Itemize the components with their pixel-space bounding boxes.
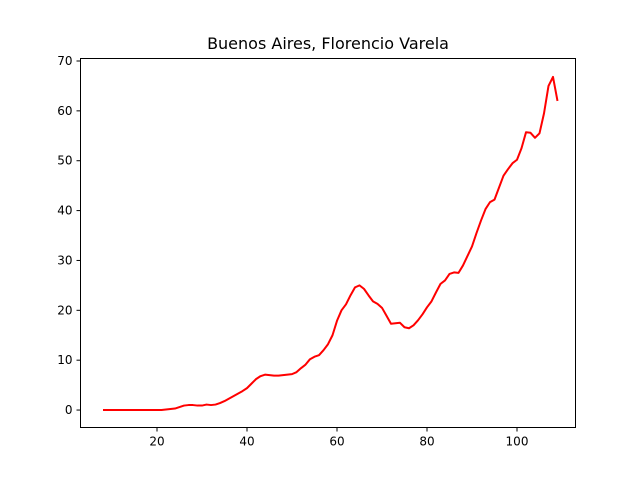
y-axis: 0 10 20 30 40 50 60 70: [57, 54, 81, 417]
y-tick-label: 60: [57, 104, 72, 118]
y-tick-label: 20: [57, 303, 72, 317]
y-tick-label: 40: [57, 204, 72, 218]
y-tick-label: 10: [57, 353, 72, 367]
y-tick-label: 30: [57, 253, 72, 267]
chart-title: Buenos Aires, Florencio Varela: [207, 34, 449, 53]
y-tick-label: 50: [57, 154, 72, 168]
x-tick-label: 80: [419, 435, 434, 449]
y-tick-label: 70: [57, 54, 72, 68]
plot-series: [103, 75, 559, 412]
x-tick-label: 40: [239, 435, 254, 449]
series-line-0: [103, 75, 559, 412]
x-tick-label: 20: [149, 435, 164, 449]
x-tick-label: 60: [329, 435, 344, 449]
x-tick-label: 100: [506, 435, 529, 449]
x-axis: 20 40 60 80 100: [149, 427, 529, 449]
plot-frame: [80, 58, 576, 428]
y-tick-label: 0: [65, 403, 73, 417]
